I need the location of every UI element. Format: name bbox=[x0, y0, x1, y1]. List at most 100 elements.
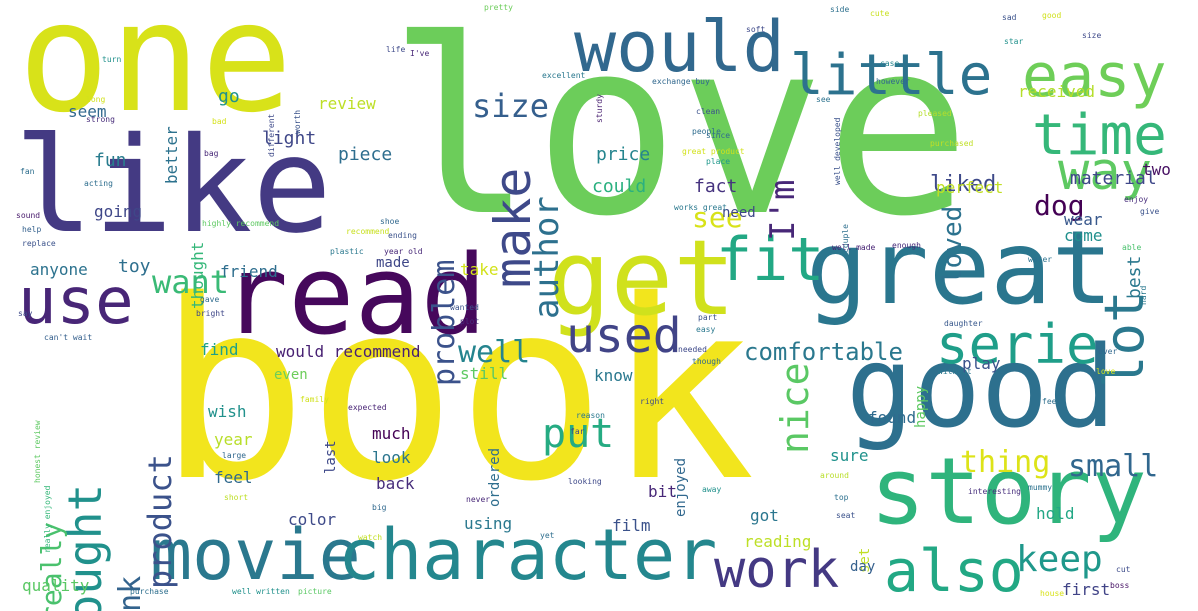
word-size3: size bbox=[1082, 31, 1102, 40]
word-day: day bbox=[850, 559, 876, 575]
word-toy: toy bbox=[118, 256, 151, 277]
word-read: read bbox=[222, 231, 487, 359]
word-place: place bbox=[706, 157, 731, 166]
word-sound: sound bbox=[16, 211, 41, 220]
word-size2: side bbox=[830, 5, 850, 14]
word-part: part bbox=[698, 313, 718, 322]
word-well-made: well made bbox=[832, 243, 876, 252]
word-hard: hard bbox=[1139, 285, 1148, 305]
word-work: work bbox=[714, 540, 840, 600]
word-right: right bbox=[640, 397, 665, 406]
word-around: around bbox=[820, 471, 849, 480]
word-works-great: works great bbox=[674, 203, 727, 212]
word-also: also bbox=[884, 537, 1024, 605]
word-mummy: mummy bbox=[1028, 483, 1053, 492]
word-strong: strong bbox=[86, 115, 115, 124]
word-fact: fact bbox=[694, 176, 738, 197]
word-honest-review: honest review bbox=[33, 420, 42, 483]
word-purchased: purchased bbox=[930, 139, 974, 148]
word-water: water bbox=[1028, 255, 1053, 264]
word-better: better bbox=[162, 126, 181, 184]
word-get: get bbox=[548, 217, 736, 339]
word-see2: see bbox=[816, 95, 831, 104]
word-little: little bbox=[790, 43, 993, 108]
word-come: come bbox=[1064, 226, 1103, 245]
word-ive: I've bbox=[410, 49, 430, 58]
word-would: would bbox=[574, 6, 785, 88]
word-even: even bbox=[274, 367, 308, 383]
word-used: used bbox=[566, 308, 682, 364]
word-easy2: easy bbox=[696, 325, 716, 334]
word-interesting: interesting bbox=[968, 487, 1021, 496]
word-give: give bbox=[1140, 207, 1160, 216]
word-say: say bbox=[18, 309, 33, 318]
word-expected: expected bbox=[348, 403, 387, 412]
word-need: need bbox=[722, 205, 756, 221]
word-picture: picture bbox=[298, 587, 332, 596]
word-big: big bbox=[372, 503, 387, 512]
word-problem: problem bbox=[427, 259, 462, 386]
word-way: way bbox=[1058, 142, 1152, 202]
word-though: though bbox=[692, 357, 721, 366]
word-could: could bbox=[592, 176, 647, 197]
word-love: love bbox=[388, 0, 971, 270]
word-serie: serie bbox=[936, 313, 1099, 376]
word-good2: good bbox=[1042, 11, 1062, 20]
word-sure: sure bbox=[830, 446, 869, 465]
word-easy: easy bbox=[1022, 41, 1167, 111]
word-bag: bag bbox=[204, 149, 219, 158]
word-pretty: pretty bbox=[484, 3, 513, 12]
word-different: different bbox=[267, 113, 276, 157]
word-keep: keep bbox=[1016, 539, 1103, 580]
word-able: able bbox=[1122, 243, 1142, 252]
word-feel: feel bbox=[214, 468, 253, 487]
word-first: first bbox=[1062, 580, 1111, 599]
word-find: find bbox=[200, 340, 239, 359]
word-know: know bbox=[594, 366, 633, 385]
word-comfortable: comfortable bbox=[744, 338, 903, 366]
word-would-recommend: would recommend bbox=[276, 342, 421, 361]
word-character: character bbox=[338, 514, 718, 596]
word-looking: looking bbox=[568, 477, 602, 486]
word-going: going bbox=[94, 202, 143, 221]
word-perfect: perfect bbox=[936, 178, 1004, 197]
word-exchange-buy: exchange buy bbox=[652, 77, 710, 86]
word-author: author bbox=[527, 196, 567, 319]
word-use: use bbox=[18, 265, 134, 339]
word-clean: clean bbox=[696, 107, 721, 116]
word-however: however bbox=[876, 77, 910, 86]
word-reading: reading bbox=[744, 532, 812, 551]
word-fun: fun bbox=[94, 150, 127, 171]
word-far: far bbox=[570, 427, 585, 436]
word-purchase: purchase bbox=[130, 587, 169, 596]
word-hold: hold bbox=[1036, 504, 1075, 523]
word-year-old: year old bbox=[384, 247, 423, 256]
word-product: product bbox=[141, 454, 179, 589]
word-without: without bbox=[938, 367, 972, 376]
word-book: book bbox=[158, 248, 756, 536]
word-received: received bbox=[1018, 82, 1096, 101]
word-review: review bbox=[318, 94, 376, 113]
word-cute: cute bbox=[870, 9, 890, 18]
word-much: much bbox=[372, 424, 411, 443]
word-film: film bbox=[612, 516, 651, 535]
word-reason: reason bbox=[576, 411, 605, 420]
word-time: time bbox=[1032, 103, 1167, 168]
word-plot: plot bbox=[460, 317, 480, 326]
word-excellent: excellent bbox=[542, 71, 586, 80]
word-cut: cut bbox=[1116, 565, 1131, 574]
word-short: short bbox=[224, 493, 249, 502]
word-really-enjoyed: really enjoyed bbox=[43, 485, 52, 553]
word-family: family bbox=[300, 395, 329, 404]
word-bit: bit bbox=[648, 482, 677, 501]
word-highly-recommend: highly recommend bbox=[202, 219, 280, 228]
word-material: material bbox=[1070, 168, 1157, 189]
word-seem: seem bbox=[68, 102, 107, 121]
word-play: play bbox=[962, 354, 1001, 373]
word-year: year bbox=[214, 430, 253, 449]
word-plastic: plastic bbox=[330, 247, 364, 256]
word-yet: yet bbox=[540, 531, 555, 540]
word-away: away bbox=[702, 485, 722, 494]
word-ending: ending bbox=[388, 231, 417, 240]
